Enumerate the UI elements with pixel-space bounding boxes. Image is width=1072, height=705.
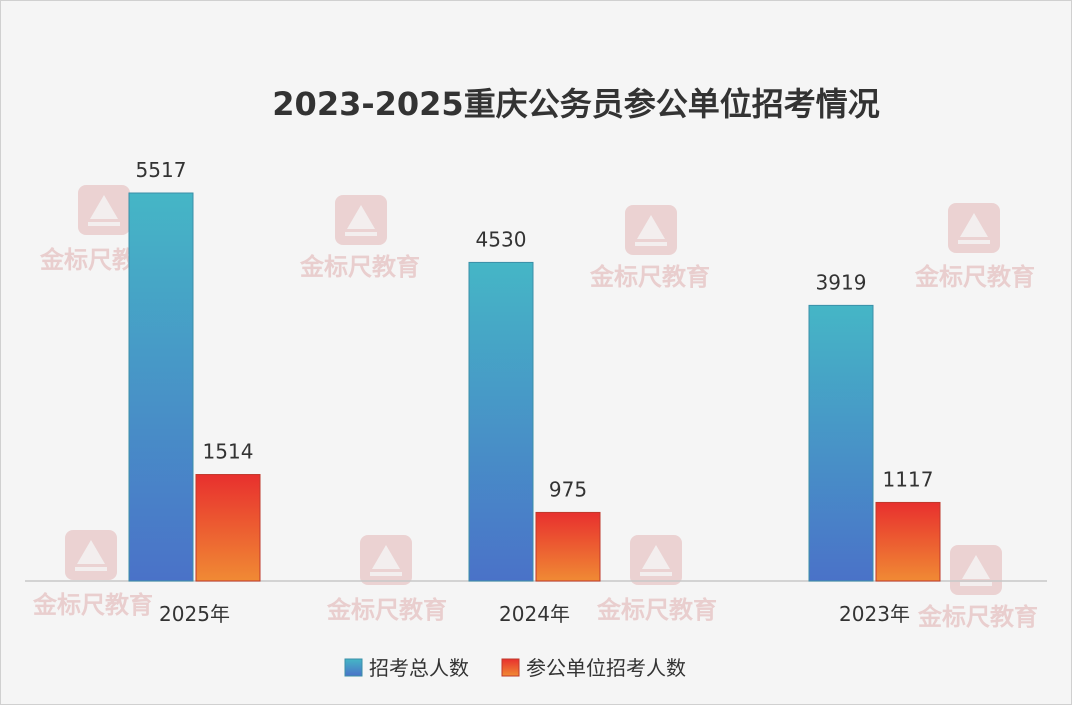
watermark-text-2: 金标尺教育 xyxy=(589,263,710,291)
bar-agency-0 xyxy=(195,474,261,582)
legend-swatch-0 xyxy=(344,658,363,677)
bar-total-2 xyxy=(808,304,874,582)
x-tick-label-2: 2023年 xyxy=(839,602,910,626)
watermark-text-7: 金标尺教育 xyxy=(917,603,1038,631)
data-label-0-2: 3919 xyxy=(816,270,867,294)
bar-total-0 xyxy=(128,192,194,582)
watermark-logo-4 xyxy=(65,530,117,580)
legend-label-1: 参公单位招考人数 xyxy=(526,656,686,680)
watermark-logo-5 xyxy=(360,535,412,585)
data-label-1-2: 1117 xyxy=(883,467,934,491)
watermark-logo-1 xyxy=(335,195,387,245)
watermark-logo-3 xyxy=(948,203,1000,253)
watermark-text-1: 金标尺教育 xyxy=(299,253,420,281)
legend-label-0: 招考总人数 xyxy=(369,656,469,680)
data-label-0-0: 5517 xyxy=(136,158,187,182)
legend: 招考总人数 参公单位招考人数 xyxy=(344,656,686,680)
watermark-text-6: 金标尺教育 xyxy=(596,596,717,624)
bar-total-1 xyxy=(468,261,534,582)
watermark-text-4: 金标尺教育 xyxy=(32,591,153,619)
bar-agency-1 xyxy=(535,511,601,582)
x-tick-labels: 2025年 2024年 2023年 xyxy=(159,602,910,626)
data-label-1-0: 1514 xyxy=(203,440,254,464)
bars-group xyxy=(128,192,941,582)
chart-title: 2023-2025重庆公务员参公单位招考情况 xyxy=(272,85,879,123)
data-label-1-1: 975 xyxy=(549,477,587,501)
watermark-logo-0 xyxy=(78,185,130,235)
legend-swatch-1 xyxy=(501,658,520,677)
watermark-logo-6 xyxy=(630,535,682,585)
data-label-0-1: 4530 xyxy=(476,227,527,251)
watermark-logo-7 xyxy=(950,545,1002,595)
x-tick-label-0: 2025年 xyxy=(159,602,230,626)
watermark-logo-2 xyxy=(625,205,677,255)
data-labels-group: 5517 1514 4530 975 3919 1117 xyxy=(136,158,934,501)
x-tick-label-1: 2024年 xyxy=(499,602,570,626)
bar-agency-2 xyxy=(875,501,941,582)
watermark-text-3: 金标尺教育 xyxy=(914,263,1035,291)
watermark-text-5: 金标尺教育 xyxy=(326,596,447,624)
